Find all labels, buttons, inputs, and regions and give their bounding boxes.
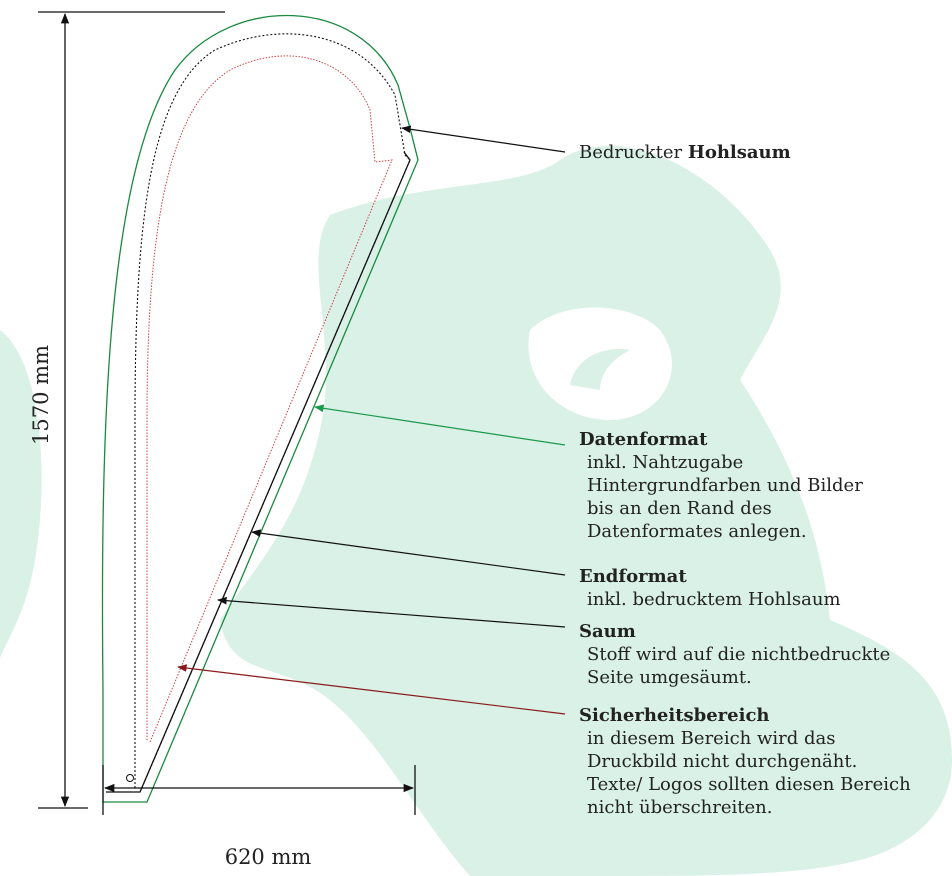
background-blob: [0, 145, 952, 876]
label-line: Hintergrundfarben und Bilder: [587, 475, 863, 496]
label-title: Datenformat: [579, 429, 708, 450]
callout-lines: [177, 125, 566, 715]
label-line: inkl. bedrucktem Hohlsaum: [587, 589, 841, 610]
label-line: Texte/ Logos sollten diesen Bereich: [587, 774, 911, 795]
label-line: Stoff wird auf die nichtbedruckte: [587, 644, 890, 665]
label-title: Saum: [579, 621, 636, 642]
label-line: bis an den Rand des: [587, 498, 772, 519]
label-line: nicht überschreiten.: [587, 797, 772, 818]
label-title: Endformat: [579, 566, 687, 587]
hohlsaum-prefix: Bedruckter: [579, 142, 682, 163]
hohlsaum-label: Bedruckter Hohlsaum: [579, 142, 791, 163]
label-line: Druckbild nicht durchgenäht.: [587, 751, 857, 772]
width-label: 620 mm: [225, 845, 312, 869]
label-line: in diesem Bereich wird das: [587, 728, 835, 749]
label-line: Seite umgesäumt.: [587, 667, 752, 688]
label-line: Datenformates anlegen.: [587, 521, 807, 542]
hohlsaum-bold: Hohlsaum: [688, 142, 791, 163]
height-label: 1570 mm: [29, 345, 53, 445]
label-line: inkl. Nahtzugabe: [587, 452, 743, 473]
dimension-lines: [38, 11, 416, 815]
label-title: Sicherheitsbereich: [579, 705, 770, 726]
